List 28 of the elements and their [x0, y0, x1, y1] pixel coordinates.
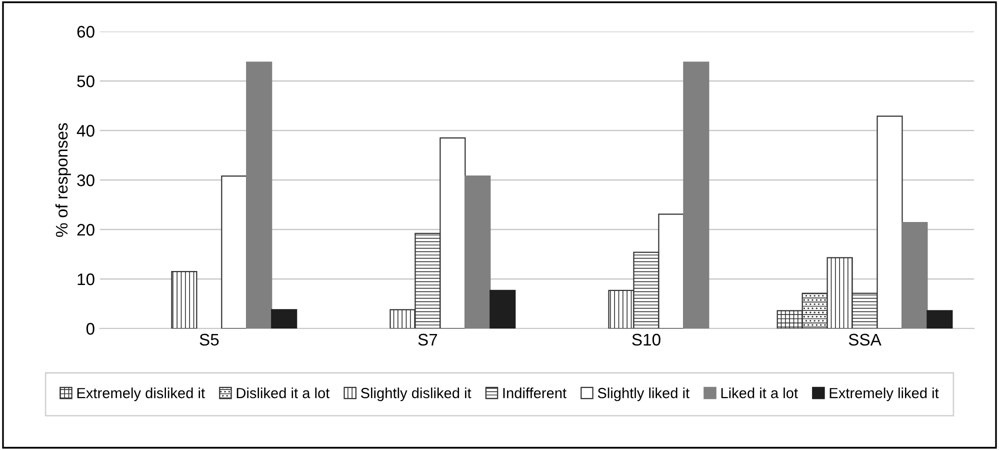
y-tick-label: 20	[77, 224, 94, 236]
y-tick-label: 30	[77, 174, 94, 186]
bar	[221, 175, 248, 328]
x-tick-label: SSA	[848, 334, 882, 346]
legend-label: Slightly liked it	[598, 388, 690, 402]
x-tick-label: S10	[632, 334, 660, 346]
bar	[926, 310, 953, 328]
legend-label: Extremely disliked it	[77, 388, 205, 402]
y-axis-title: % of responses	[55, 123, 71, 237]
legend-label: Extremely liked it	[830, 388, 939, 402]
bar	[490, 290, 516, 328]
y-tick-label: 40	[76, 124, 94, 137]
bar	[902, 222, 928, 328]
legend-label: Disliked it a lot	[236, 388, 330, 398]
y-tick-label: 0	[86, 322, 94, 335]
y-tick-label: 50	[77, 75, 94, 88]
legend-label: Slightly disliked it	[360, 388, 472, 402]
y-tick-label: 10	[78, 273, 94, 286]
legend-label: Indifferent	[503, 388, 566, 398]
bar	[171, 271, 198, 328]
x-tick-label: S5	[200, 334, 219, 346]
bar	[271, 309, 298, 328]
x-tick-label: S7	[418, 334, 438, 346]
y-tick-label: 60	[77, 26, 94, 38]
bar	[246, 62, 272, 328]
legend-label: Liked it a lot	[721, 388, 798, 398]
bar	[683, 62, 710, 328]
bar	[464, 175, 491, 328]
